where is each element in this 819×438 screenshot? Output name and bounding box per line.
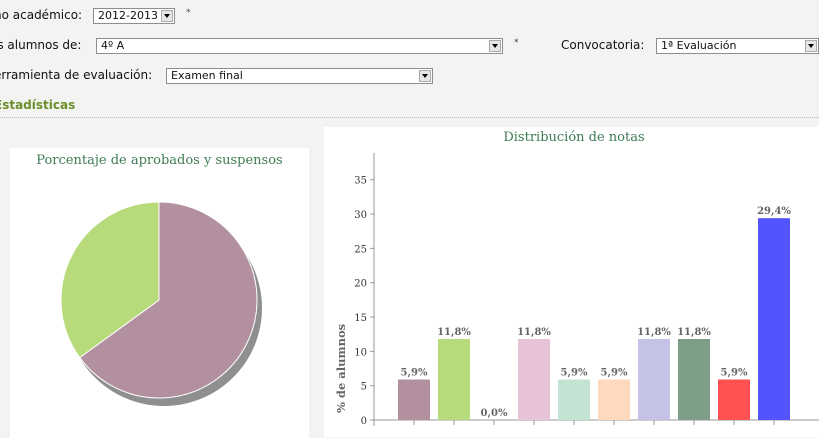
bar-chart-panel: Distribución de notas % de alumnos 0 5 10 1… [324,127,819,437]
bar [718,379,750,420]
bar-value-label: 29,4% [757,206,791,217]
bar-chart: Distribución de notas % de alumnos 0 5 10 1… [334,130,819,427]
section-title: Estadísticas [0,98,76,112]
bar-value-label: 5,9% [721,367,748,378]
bar [518,338,550,420]
bar [678,338,710,420]
y-ticks: 0 5 10 15 20 25 30 35 [354,176,374,427]
bar [398,379,430,420]
y-tick-label: 35 [354,176,367,187]
y-tick-label: 0 [361,416,367,427]
y-tick-label: 25 [354,244,367,255]
bar-chart-title: Distribución de notas [503,130,644,145]
chevron-down-icon [489,40,501,52]
tool-select-value: Examen final [171,69,243,82]
convocatoria-label: Convocatoria: [561,38,645,52]
tool-row: erramienta de evaluación: [0,68,152,82]
students-row: is alumnos de: [0,38,81,52]
bar-value-label: 11,8% [637,327,671,338]
bars: 5,9% 11,8% 0,0% 11,8% 5,9% 5,9% 11,8% 11,8% 5,9%… [398,206,791,425]
year-required-mark: * [186,8,191,18]
bar [598,379,630,420]
year-select-value: 2012-2013 [98,9,158,22]
tool-label: erramienta de evaluación: [0,68,153,82]
pie-chart [60,201,262,406]
pie-chart-panel: Porcentaje de aprobados y suspensos [10,148,309,438]
y-tick-label: 30 [354,210,367,221]
tool-select[interactable]: Examen final [166,68,433,84]
students-select[interactable]: 4º A [96,38,503,54]
year-row: ño académico: [0,8,82,22]
y-tick-label: 5 [361,382,367,393]
bar [438,338,470,420]
students-required-mark: * [514,38,519,48]
year-select[interactable]: 2012-2013 [93,8,175,24]
year-label: ño académico: [0,8,83,22]
convocatoria-select-value: 1ª Evaluación [661,39,737,52]
bar [758,218,790,420]
y-tick-label: 10 [354,347,367,358]
pie-slice-aprobados [60,201,160,359]
section-divider [0,117,819,118]
pie-slice-suspensos [79,201,258,399]
students-select-value: 4º A [101,39,125,52]
bar-value-label: 0,0% [481,408,508,419]
students-label: is alumnos de: [0,38,82,52]
bar-value-label: 11,8% [437,327,471,338]
y-tick-label: 20 [354,279,367,290]
y-axis-label: % de alumnos [334,324,348,413]
pie-chart-title: Porcentaje de aprobados y suspensos [36,153,283,168]
chevron-down-icon [161,10,173,22]
chevron-down-icon [419,70,431,82]
bar-value-label: 5,9% [601,367,628,378]
convocatoria-select[interactable]: 1ª Evaluación [656,38,819,54]
bar-value-label: 11,8% [677,327,711,338]
bar-value-label: 5,9% [561,367,588,378]
bar-value-label: 5,9% [401,367,428,378]
chevron-down-icon [805,40,817,52]
bar-value-label: 11,8% [517,327,551,338]
bar [558,379,590,420]
bar [638,338,670,420]
y-tick-label: 15 [354,313,367,324]
